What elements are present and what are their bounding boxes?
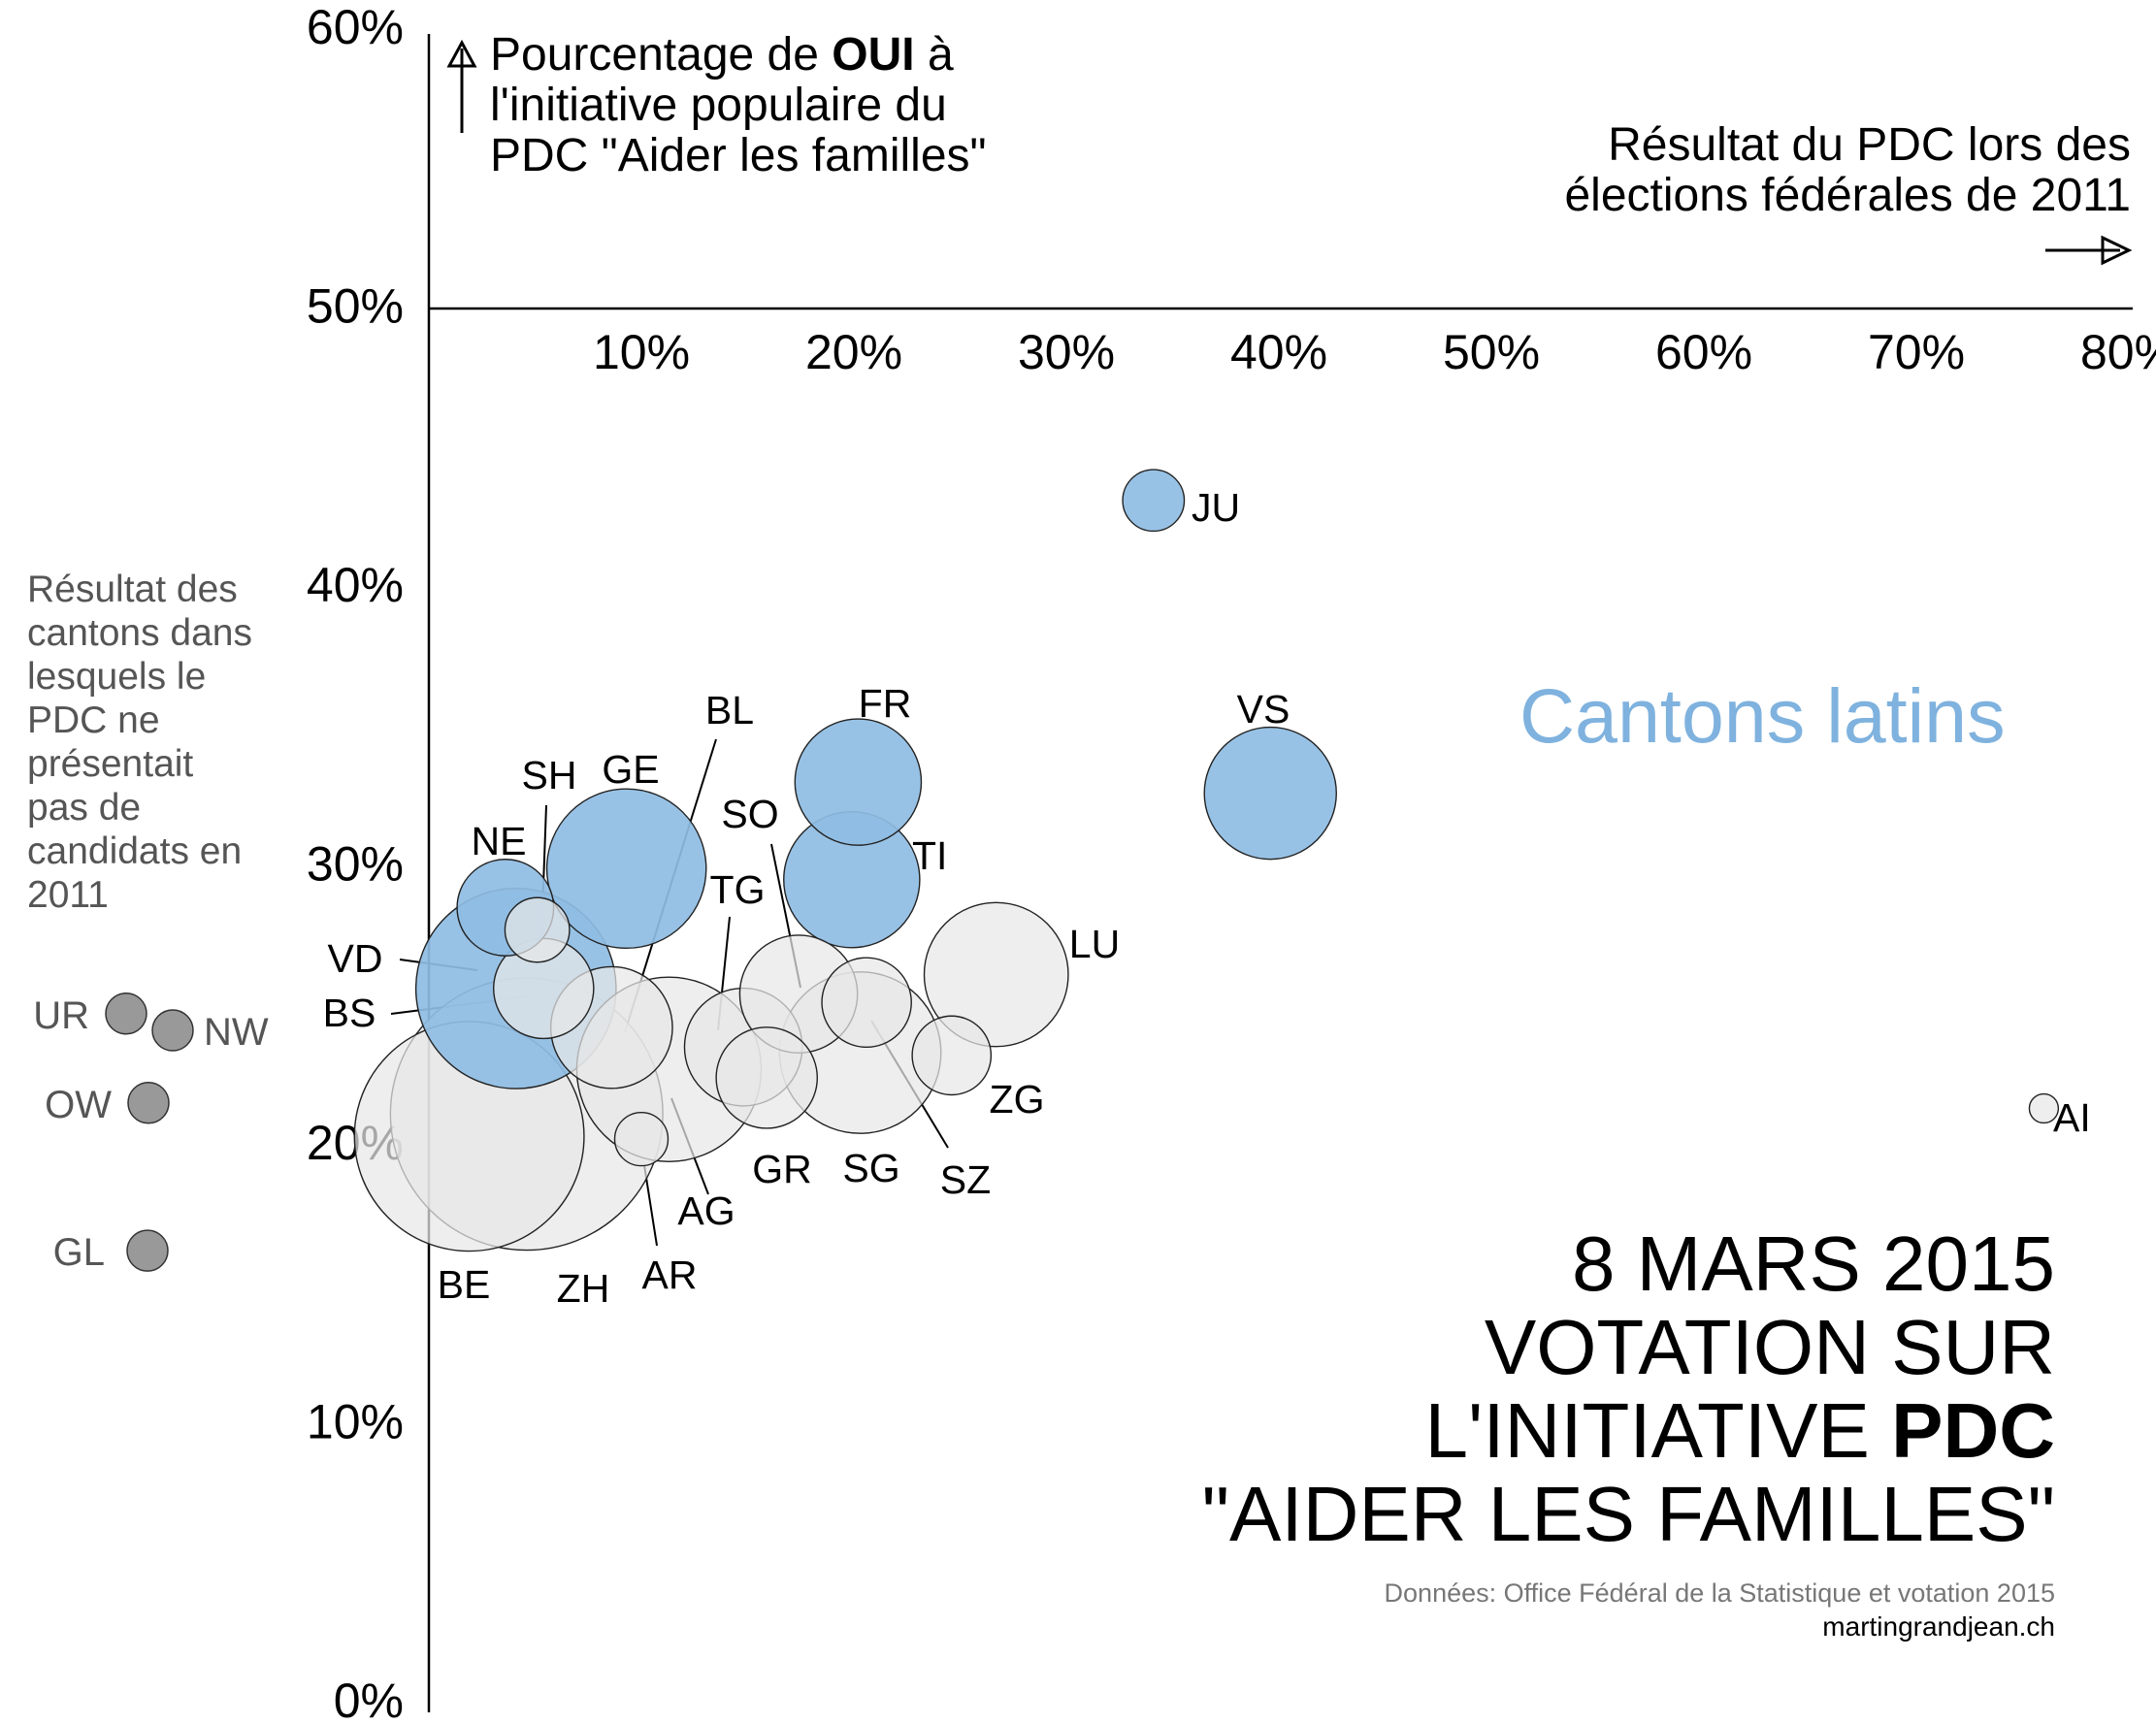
- bubble-label-bl: BL: [705, 688, 754, 732]
- x-tick-label: 70%: [1868, 325, 1965, 379]
- no-candidates-panel: Résultat des cantons dans lesquels le PDC n…: [27, 569, 269, 1274]
- no-candidate-label-ow: OW: [45, 1084, 112, 1126]
- bubble-fr: [794, 718, 923, 846]
- bubble-label-gr: GR: [752, 1147, 812, 1191]
- bubble-label-so: SO: [721, 792, 778, 836]
- y-ticks: 0%10%20%30%40%50%60%: [307, 0, 404, 1724]
- no-candidate-label-gl: GL: [53, 1231, 105, 1274]
- bubble-vs: [1203, 726, 1337, 861]
- y-axis-title: Pourcentage de OUI à l'initiative populai…: [446, 29, 987, 181]
- no-candidate-point-ur: [105, 992, 147, 1035]
- bubble-label-sg: SG: [842, 1146, 899, 1190]
- x-axis-label: Résultat du PDC lors des élections fédéra…: [1564, 119, 2131, 221]
- up-arrow-icon: [446, 39, 477, 133]
- right-arrow-icon: [2045, 235, 2133, 266]
- x-tick-label: 40%: [1230, 325, 1327, 379]
- bubble-label-sz: SZ: [940, 1157, 991, 1202]
- bubble-label-bs: BS: [323, 991, 376, 1035]
- bubble-sh: [504, 896, 571, 963]
- y-tick-label: 60%: [307, 0, 404, 54]
- bubble-label-ju: JU: [1192, 485, 1240, 530]
- y-axis-label: Pourcentage de OUI à l'initiative populai…: [490, 29, 987, 181]
- x-tick-label: 30%: [1018, 325, 1115, 379]
- bubble-ai: [2028, 1092, 2060, 1124]
- bubble-gr: [715, 1026, 819, 1129]
- bubble-label-vd: VD: [328, 936, 383, 981]
- y-tick-label: 40%: [307, 558, 404, 612]
- axes: 0% 10% 20% 30% 40% 50% 60% 10% 20% 30% 40% 50% 60% 7…: [307, 0, 2156, 1724]
- y-tick-label: 50%: [307, 279, 404, 334]
- bubble-label-ti: TI: [912, 833, 947, 878]
- no-candidate-label-nw: NW: [204, 1011, 269, 1054]
- y-tick-label: 30%: [307, 837, 404, 892]
- x-tick-label: 60%: [1655, 325, 1752, 379]
- no-candidate-point-ow: [127, 1082, 170, 1124]
- bubble-ju: [1122, 469, 1186, 533]
- y-tick-label: 10%: [307, 1395, 404, 1449]
- no-candidate-label-ur: UR: [33, 994, 89, 1037]
- x-tick-label: 10%: [593, 325, 690, 379]
- x-tick-label: 50%: [1443, 325, 1540, 379]
- bubble-label-tg: TG: [710, 867, 766, 912]
- bubble-label-vs: VS: [1237, 687, 1290, 732]
- bubble-label-zg: ZG: [990, 1077, 1045, 1122]
- bubble-label-ar: AR: [642, 1252, 698, 1297]
- x-tick-label: 80%: [2080, 325, 2156, 379]
- bubble-label-sh: SH: [522, 753, 577, 797]
- bubble-ge: [545, 788, 707, 950]
- source-note: Données: Office Fédéral de la Statistiqu…: [1385, 1578, 2055, 1608]
- bubbles: [353, 469, 2060, 1252]
- x-tick-label: 20%: [805, 325, 902, 379]
- bubble-label-ag: AG: [677, 1188, 735, 1233]
- no-candidates-note: Résultat des cantons dans lesquels le PDC n…: [27, 569, 252, 916]
- bubble-label-zh: ZH: [557, 1266, 610, 1311]
- bubble-label-ge: GE: [602, 747, 659, 792]
- bubble-lu: [923, 901, 1069, 1048]
- bubble-label-fr: FR: [859, 681, 912, 726]
- no-candidate-point-gl: [126, 1229, 169, 1272]
- bubble-ar: [613, 1111, 670, 1167]
- site-credit: martingrandjean.ch: [1822, 1611, 2055, 1642]
- y-tick-label: 0%: [334, 1674, 404, 1724]
- bubble-label-be: BE: [438, 1262, 491, 1307]
- no-candidates-points: UR NW OW GL: [33, 992, 269, 1274]
- bubble-sz: [821, 957, 912, 1049]
- no-candidate-point-nw: [151, 1009, 194, 1052]
- bubble-label-ai: AI: [2053, 1095, 2091, 1140]
- bubble-label-lu: LU: [1069, 922, 1120, 966]
- x-axis-title: Résultat du PDC lors des élections fédéra…: [1564, 119, 2133, 266]
- chart-title: 8 MARS 2015 VOTATION SUR L'INITIATIVE PDC "…: [1202, 1220, 2055, 1557]
- x-ticks: 10% 20% 30% 40% 50% 60% 70% 80%: [593, 325, 2156, 379]
- bubble-zg: [911, 1015, 993, 1096]
- bubble-label-ne: NE: [472, 819, 527, 863]
- bubble-labels: ZH BE VD AG SG GE LU TI VS FR BL TG SO GR BS NE SZ ZG SH JU…: [323, 485, 2091, 1311]
- title-block: 8 MARS 2015 VOTATION SUR L'INITIATIVE PDC "…: [1202, 1220, 2055, 1642]
- latin-cantons-annotation: Cantons latins: [1519, 672, 2006, 759]
